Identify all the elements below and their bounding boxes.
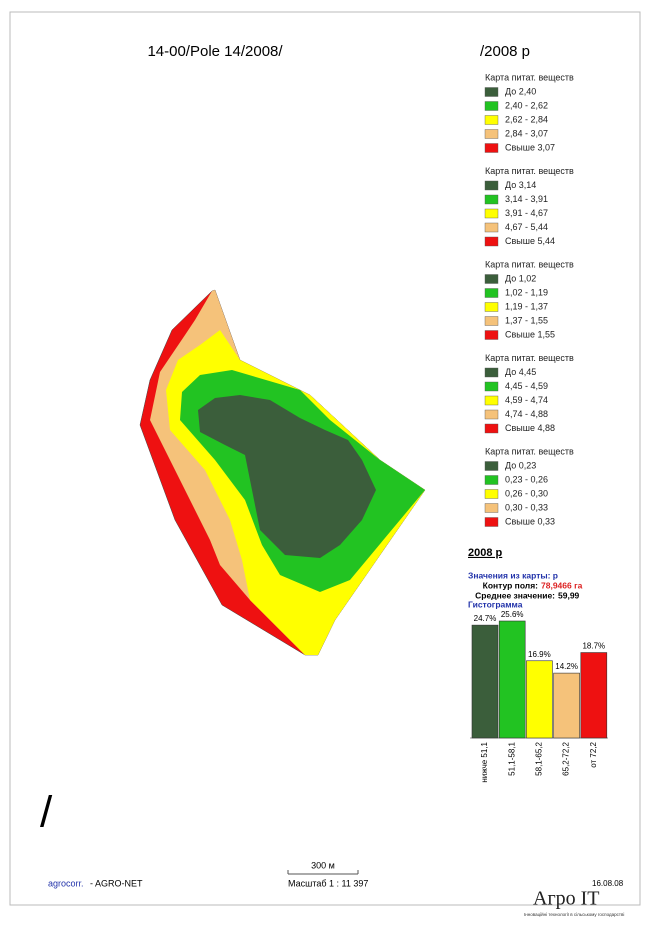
value-label: 24.7% [474, 614, 497, 623]
legend-label: 3,91 - 4,67 [505, 208, 548, 218]
zone-dark [198, 395, 376, 558]
legend-swatch [484, 475, 499, 485]
legend-swatch [484, 208, 499, 219]
value-label: 14.2% [555, 662, 578, 671]
bar [471, 624, 499, 739]
legend-label: 2,40 - 2,62 [505, 100, 548, 110]
logo: Агро IT [533, 888, 600, 910]
area-value: 78,9466 га [541, 580, 583, 590]
legend-label: До 0,23 [505, 460, 536, 470]
bar [553, 672, 580, 739]
legend-swatch [484, 316, 499, 326]
category-label: нижче 51,1 [480, 741, 489, 782]
legend-label: 1,02 - 1,19 [505, 287, 548, 297]
legend-label: Свыше 4,88 [505, 423, 555, 433]
legend-swatch [484, 115, 499, 125]
value-label: 18.7% [582, 642, 605, 651]
legend-swatch [484, 288, 499, 298]
category-label: 51,1-58,1 [507, 741, 516, 775]
legend-label: До 2,40 [505, 86, 536, 96]
mean-label: Среднее значение: [475, 590, 555, 600]
legend-swatch [484, 330, 499, 340]
legend-label: 0,23 - 0,26 [505, 474, 548, 484]
stats-heading: 2008 р [468, 547, 503, 559]
area-label: Контур поля: [483, 580, 539, 590]
legend-title: Карта питат. веществ [485, 353, 574, 363]
scale-bar-label: 300 м [311, 860, 335, 870]
legend-label: Свыше 3,07 [505, 142, 555, 152]
legend-title: Карта питат. веществ [485, 72, 574, 82]
title-left: 14-00/Pole 14/2008/ [147, 43, 283, 60]
bar [526, 660, 553, 739]
legend-swatch [484, 381, 499, 392]
legend-swatch [484, 461, 499, 471]
legend-swatch [484, 194, 499, 205]
legend-label: Свыше 0,33 [505, 516, 555, 526]
bar [580, 652, 608, 739]
legend-label: 3,14 - 3,91 [505, 194, 548, 204]
category-label: от 72,2 [589, 741, 598, 767]
legend-title: Карта питат. веществ [485, 166, 574, 176]
legend-label: 1,19 - 1,37 [505, 301, 548, 311]
legend-swatch [484, 503, 499, 513]
field-map [139, 289, 426, 656]
stats-source: Значения из карты: р [468, 570, 558, 580]
legends: Карта питат. веществ До 2,40 2,40 - 2,62 2,… [484, 72, 574, 527]
legend-label: 0,30 - 0,33 [505, 502, 548, 512]
legend-swatch [484, 222, 499, 233]
legend-label: До 1,02 [505, 273, 536, 283]
legend-label: Свыше 5,44 [505, 236, 555, 246]
value-label: 16.9% [528, 650, 551, 659]
logo-tagline: Інноваційні технології в сільському госп… [524, 911, 624, 917]
bar [498, 620, 526, 739]
legend-label: До 4,45 [505, 367, 536, 377]
legend-swatch [484, 129, 499, 139]
legend-label: Свыше 1,55 [505, 329, 555, 339]
legend-label: 2,62 - 2,84 [505, 114, 548, 124]
legend-swatch [484, 423, 499, 434]
legend-label: 0,26 - 0,30 [505, 488, 548, 498]
histogram-title: Гистограмма [468, 599, 523, 609]
slash-mark: / [40, 788, 53, 837]
category-label: 58,1-65,2 [535, 741, 544, 775]
page-frame [9, 11, 641, 906]
legend-label: 2,84 - 3,07 [505, 128, 548, 138]
footer-brand: agrocorr. [48, 878, 84, 888]
legend-swatch [484, 143, 499, 153]
legend-title: Карта питат. веществ [485, 446, 574, 456]
histogram: 24.7% нижче 51,1 25.6% 51,1-58,1 16.9% 58,1-6… [470, 610, 608, 783]
legend-label: До 3,14 [505, 180, 536, 190]
legend-swatch [484, 395, 499, 406]
footer-suffix: - AGRO-NET [90, 878, 143, 888]
legend-swatch [484, 180, 499, 191]
legend-swatch [484, 236, 499, 247]
legend-swatch [484, 517, 499, 527]
date: 16.08.08 [592, 879, 624, 888]
scale-text: Масштаб 1 : 11 397 [288, 878, 368, 888]
legend-swatch [484, 101, 499, 111]
legend-swatch [484, 409, 499, 420]
legend-label: 4,45 - 4,59 [505, 381, 548, 391]
legend-label: 1,37 - 1,55 [505, 315, 548, 325]
legend-swatch [484, 489, 499, 499]
legend-label: 4,74 - 4,88 [505, 409, 548, 419]
legend-swatch [484, 367, 499, 378]
legend-label: 4,59 - 4,74 [505, 395, 548, 405]
category-label: 65,2-72,2 [562, 741, 571, 775]
legend-swatch [484, 87, 499, 97]
title-right: /2008 р [480, 43, 530, 60]
legend-swatch [484, 274, 499, 284]
legend-swatch [484, 302, 499, 312]
legend-label: 4,67 - 5,44 [505, 222, 548, 232]
mean-value: 59,99 [558, 590, 580, 600]
legend-title: Карта питат. веществ [485, 259, 574, 269]
value-label: 25.6% [501, 610, 524, 619]
